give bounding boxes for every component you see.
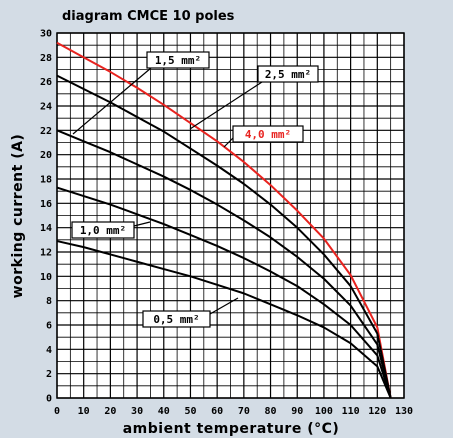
label-box <box>71 221 135 239</box>
x-tick-label: 130 <box>395 406 413 417</box>
y-tick-label: 2 <box>46 369 52 380</box>
label-box <box>142 310 211 328</box>
y-tick-label: 20 <box>40 150 52 161</box>
label-box <box>146 51 210 69</box>
curve <box>56 186 392 399</box>
y-tick-label: 16 <box>40 199 52 210</box>
x-tick-label: 30 <box>131 406 143 417</box>
x-tick-label: 80 <box>265 406 277 417</box>
y-tick-label: 24 <box>40 102 52 113</box>
y-tick-label: 26 <box>40 77 52 88</box>
y-tick-label: 10 <box>40 272 52 283</box>
y-tick-label: 30 <box>40 29 52 40</box>
y-tick-label: 28 <box>40 53 52 64</box>
x-axis-label: ambient temperature (°C) <box>123 421 340 437</box>
x-tick-label: 90 <box>291 406 303 417</box>
leader-line <box>209 297 239 315</box>
x-tick-label: 120 <box>368 406 386 417</box>
x-tick-label: 110 <box>342 406 360 417</box>
leader-line <box>72 67 152 135</box>
label-box <box>232 125 304 143</box>
curve <box>56 129 392 399</box>
series-label: 0,5 mm² <box>153 313 199 326</box>
curve <box>56 41 392 399</box>
x-tick-label: 50 <box>184 406 196 417</box>
plot-frame <box>56 32 405 399</box>
y-axis-label: working current (A) <box>10 134 26 299</box>
y-tick-label: 6 <box>46 321 52 332</box>
leader-line <box>133 221 151 227</box>
label-box <box>257 65 319 83</box>
x-tick-label: 20 <box>104 406 116 417</box>
x-tick-label: 0 <box>54 406 60 417</box>
leader-line <box>189 81 263 130</box>
y-tick-label: 4 <box>46 345 52 356</box>
curve <box>56 74 392 399</box>
y-tick-label: 0 <box>46 394 52 405</box>
x-tick-label: 100 <box>315 406 333 417</box>
x-tick-label: 60 <box>211 406 223 417</box>
x-tick-label: 40 <box>158 406 170 417</box>
leader-line <box>223 137 234 148</box>
y-tick-label: 18 <box>40 175 52 186</box>
x-tick-label: 10 <box>78 406 90 417</box>
series-label: 1,5 mm² <box>155 54 201 67</box>
curve <box>56 240 392 399</box>
y-tick-label: 12 <box>40 248 52 259</box>
y-tick-label: 8 <box>46 296 52 307</box>
series-label: 1,0 mm² <box>80 224 126 237</box>
chart-title: diagram CMCE 10 poles <box>62 9 235 24</box>
y-tick-label: 14 <box>40 223 52 234</box>
series-label: 4,0 mm² <box>245 128 291 141</box>
y-tick-label: 22 <box>40 126 52 137</box>
x-tick-label: 70 <box>238 406 250 417</box>
series-label: 2,5 mm² <box>265 68 311 81</box>
